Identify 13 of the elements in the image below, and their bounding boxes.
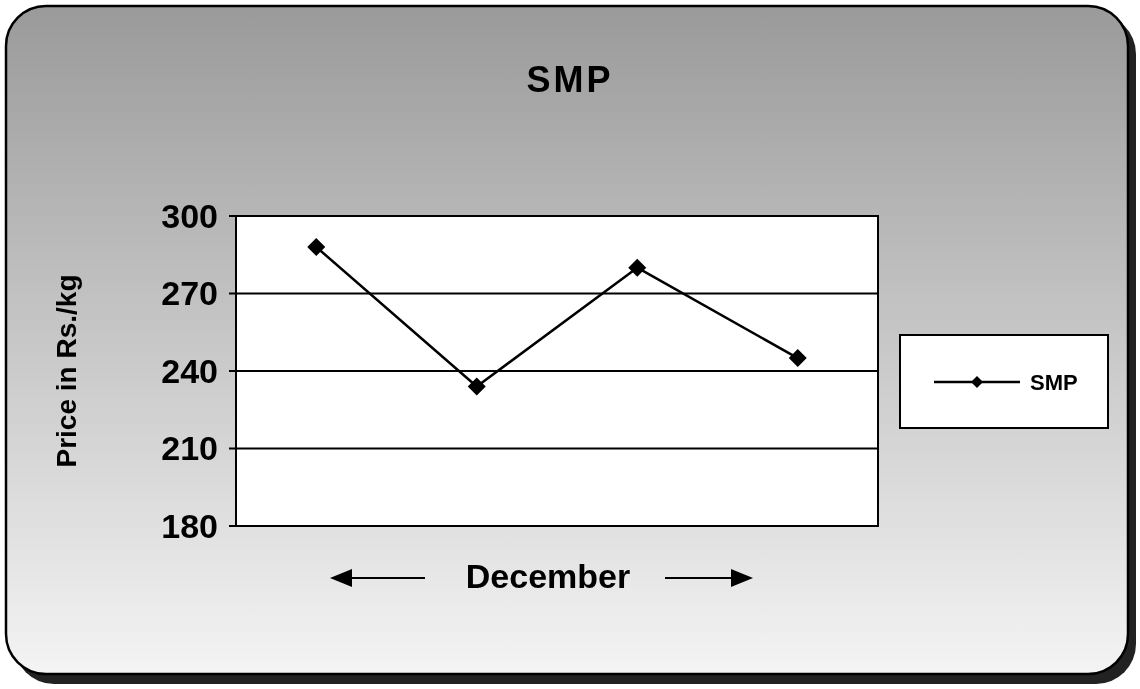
legend-label: SMP — [1030, 369, 1078, 395]
point — [307, 238, 326, 256]
y-tick-label: 210 — [161, 429, 218, 468]
y-tick-label: 300 — [161, 196, 218, 235]
point — [467, 377, 486, 396]
y-tick-label: 180 — [161, 506, 218, 545]
point — [788, 349, 807, 368]
y-tick-label: 240 — [161, 351, 218, 390]
y-tick-label: 270 — [161, 274, 218, 313]
y-axis-title: Price in Rs./kg — [51, 274, 82, 468]
x-axis-title: December — [465, 557, 631, 595]
point — [628, 258, 647, 277]
chart-title: SMP — [526, 59, 614, 100]
